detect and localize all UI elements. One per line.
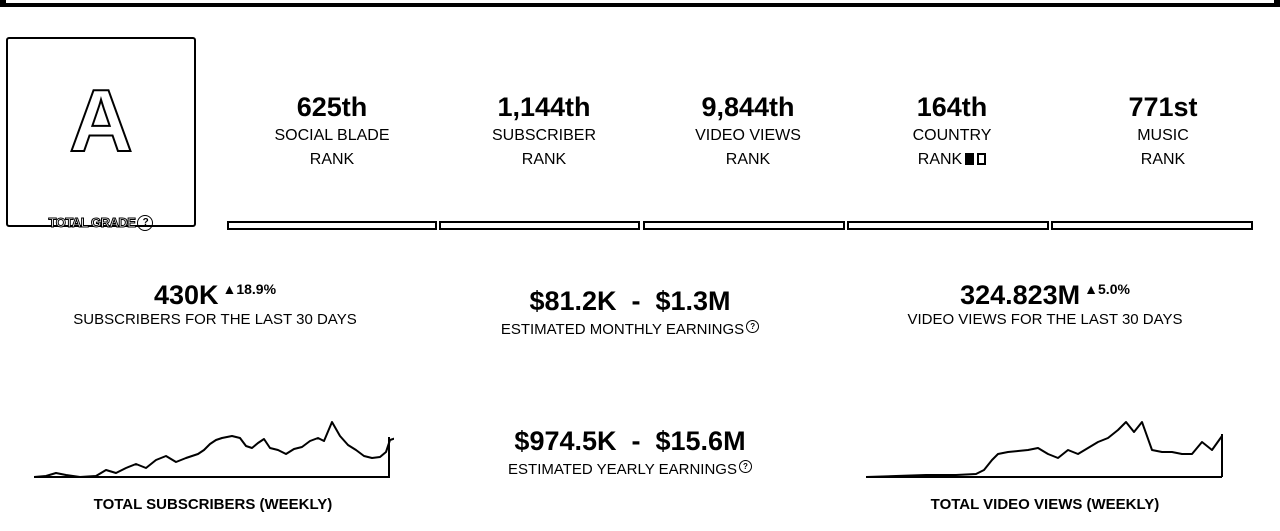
- rank-bar: [847, 221, 1049, 230]
- help-icon[interactable]: ?: [746, 320, 760, 333]
- help-icon[interactable]: ?: [137, 215, 154, 231]
- rank-label-line1: MUSIC: [1137, 127, 1189, 144]
- stat-label: VIDEO VIEWS FOR THE LAST 30 DAYS: [907, 311, 1183, 328]
- grade-letter: A: [68, 71, 134, 170]
- total-video-views-caption: TOTAL VIDEO VIEWS (WEEKLY): [930, 496, 1160, 513]
- flag-icon: [977, 153, 987, 165]
- up-arrow-icon: ▲: [222, 281, 237, 297]
- change-percent: ▲5.0%: [1084, 281, 1130, 297]
- up-arrow-icon: ▲: [1084, 281, 1099, 297]
- change-percent: ▲18.9%: [222, 281, 276, 297]
- rank-social-blade: 625th SOCIAL BLADE RANK: [232, 92, 432, 172]
- flag-icon: [965, 153, 975, 165]
- total-grade-card: A TOTAL GRADE?: [6, 37, 196, 231]
- rank-label-line1: SOCIAL BLADE: [274, 127, 390, 144]
- top-border: [0, 0, 1280, 8]
- estimated-yearly-earnings: $974.5K - $15.6M ESTIMATED YEARLY EARNIN…: [455, 426, 805, 480]
- subscribers-sparkline: [34, 421, 394, 478]
- change-percent-value: 5.0%: [1098, 281, 1130, 297]
- stat-label-text: ESTIMATED MONTHLY EARNINGS: [500, 321, 745, 338]
- rank-subscriber: 1,144th SUBSCRIBER RANK: [444, 92, 644, 172]
- rank-label-text: RANK: [917, 151, 963, 168]
- rank-video-views: 9,844th VIDEO VIEWS RANK: [648, 92, 848, 172]
- video-views-sparkline: [866, 421, 1223, 478]
- video-views-30-days-value: 324.823M: [960, 280, 1081, 310]
- rank-label-line1: VIDEO VIEWS: [695, 127, 801, 144]
- stat-value: 324.823M ▲5.0%: [870, 280, 1220, 310]
- rank-label-line1: SUBSCRIBER: [491, 127, 597, 144]
- stat-label: SUBSCRIBERS FOR THE LAST 30 DAYS: [73, 311, 357, 328]
- change-percent-value: 18.9%: [236, 281, 277, 297]
- stat-label: ESTIMATED YEARLY EARNINGS?: [455, 460, 805, 480]
- help-icon[interactable]: ?: [738, 460, 752, 473]
- rank-music: 771st MUSIC RANK: [1063, 92, 1263, 172]
- subscribers-sparkline-line: [34, 421, 394, 478]
- stat-label: ESTIMATED MONTHLY EARNINGS?: [455, 320, 805, 340]
- rank-label-line2: RANK: [309, 151, 355, 168]
- total-grade-text: TOTAL GRADE: [48, 215, 136, 231]
- rank-label-line2: RANK: [725, 151, 771, 168]
- stat-value: $81.2K - $1.3M: [529, 286, 731, 316]
- stat-value: 430K ▲18.9%: [40, 280, 390, 310]
- top-border-right-edge: [1274, 0, 1280, 7]
- rank-bar: [439, 221, 640, 230]
- rank-bar: [643, 221, 845, 230]
- rank-value: 625th: [296, 92, 368, 122]
- rank-country: 164th COUNTRY RANK: [852, 92, 1052, 172]
- total-subscribers-caption: TOTAL SUBSCRIBERS (WEEKLY): [93, 496, 333, 513]
- rank-label-line2: RANK: [521, 151, 567, 168]
- rank-bar: [1051, 221, 1253, 230]
- rank-value: 9,844th: [701, 92, 795, 122]
- rank-value: 1,144th: [497, 92, 591, 122]
- rank-value: 164th: [916, 92, 988, 122]
- top-border-left-edge: [0, 0, 6, 7]
- rank-label-line2: RANK: [1140, 151, 1186, 168]
- rank-value: 771st: [1128, 92, 1198, 122]
- subscribers-30-days: 430K ▲18.9% SUBSCRIBERS FOR THE LAST 30 D…: [40, 280, 390, 330]
- video-views-sparkline-line: [866, 421, 1223, 478]
- total-grade-label: TOTAL GRADE?: [8, 215, 194, 231]
- stat-value: $974.5K - $15.6M: [514, 426, 746, 456]
- rank-label-line1: COUNTRY: [912, 127, 992, 144]
- top-border-line: [0, 3, 1280, 7]
- stat-label-text: ESTIMATED YEARLY EARNINGS: [508, 461, 737, 478]
- subscribers-30-days-value: 430K: [153, 280, 219, 310]
- rank-bar: [227, 221, 437, 230]
- video-views-30-days: 324.823M ▲5.0% VIDEO VIEWS FOR THE LAST 3…: [870, 280, 1220, 330]
- rank-label-line2: RANK: [852, 148, 1052, 172]
- estimated-monthly-earnings: $81.2K - $1.3M ESTIMATED MONTHLY EARNING…: [455, 286, 805, 340]
